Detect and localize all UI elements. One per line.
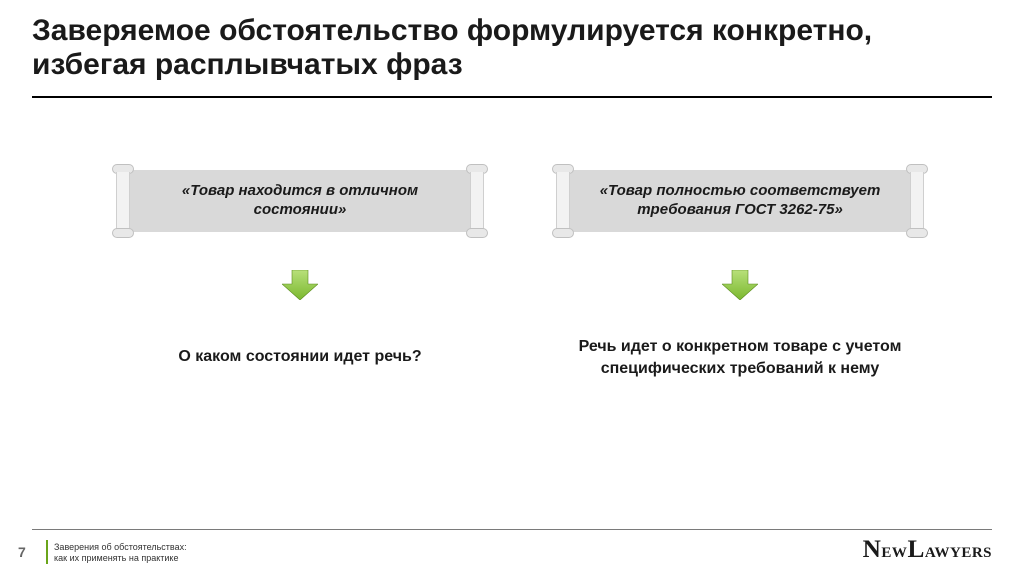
scroll-decoration-icon (466, 164, 488, 238)
footer-text-line1: Заверения об обстоятельствах: (54, 542, 187, 553)
brand-logo: NewLawyers (863, 535, 992, 564)
caption-right: Речь идет о конкретном товаре с учетом с… (540, 336, 940, 379)
footer-text: Заверения об обстоятельствах: как их при… (54, 542, 187, 564)
page-number: 7 (18, 544, 26, 560)
scroll-decoration-icon (906, 164, 928, 238)
caption-left: О каком состоянии идет речь? (100, 346, 500, 368)
logo-part-lawyers: awyers (925, 537, 992, 562)
scroll-decoration-icon (552, 164, 574, 238)
down-arrow-icon (282, 270, 318, 300)
scroll-decoration-icon (112, 164, 134, 238)
footer-accent-divider (46, 540, 48, 564)
slide: Заверяемое обстоятельство формулируется … (0, 0, 1024, 574)
down-arrow-icon (722, 270, 758, 300)
quote-box-left: «Товар находится в отличном состоянии» (120, 170, 480, 232)
slide-title: Заверяемое обстоятельство формулируется … (32, 14, 992, 82)
quote-box-right: «Товар полностью соответствует требовани… (560, 170, 920, 232)
quote-box-left-text: «Товар находится в отличном состоянии» (142, 182, 458, 220)
footer-rule (32, 529, 992, 530)
footer-text-line2: как их применять на практике (54, 553, 187, 564)
title-underline (32, 96, 992, 98)
logo-part-new: ew (881, 537, 907, 562)
quote-box-right-text: «Товар полностью соответствует требовани… (582, 182, 898, 220)
